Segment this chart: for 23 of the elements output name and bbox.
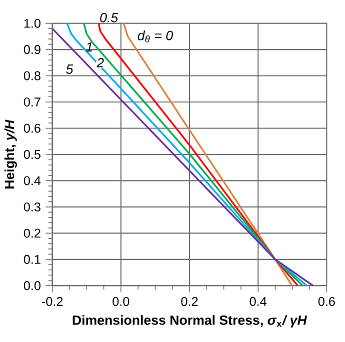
y-tick-label: 0.5 bbox=[24, 150, 40, 160]
x-tick-label: 0.4 bbox=[250, 297, 267, 306]
x-tick-label: 0.2 bbox=[181, 297, 198, 306]
y-tick-label: 1.0 bbox=[24, 19, 40, 28]
annotation: d$_{θ}$ = 0 bbox=[138, 30, 173, 43]
line-series bbox=[122, 22, 293, 287]
y-tick-label: 0.2 bbox=[24, 228, 40, 238]
x-axis-title: Dimensionless Normal Stress, σ$_{x}$/ γH bbox=[72, 315, 308, 328]
y-tick-label: 0.8 bbox=[24, 71, 40, 80]
y-axis-title: Height, y/H bbox=[4, 120, 17, 189]
y-tick-label: 0.1 bbox=[24, 255, 40, 264]
y-tick-label: 0.6 bbox=[24, 124, 40, 133]
y-tick-label: 0.7 bbox=[24, 98, 40, 107]
x-tick-label: 0.0 bbox=[112, 297, 130, 306]
y-tick-label: 0.3 bbox=[24, 202, 40, 212]
annotation: 0.5 bbox=[100, 13, 118, 23]
y-tick-label: 0.4 bbox=[24, 176, 41, 186]
annotation: 5 bbox=[66, 64, 74, 74]
y-tick-label: 0.9 bbox=[24, 45, 40, 54]
annotation: 2 bbox=[96, 58, 104, 68]
x-tick-label: -0.2 bbox=[42, 297, 63, 306]
y-tick-label: 0.0 bbox=[24, 281, 40, 290]
x-tick-label: 0.6 bbox=[318, 297, 335, 306]
